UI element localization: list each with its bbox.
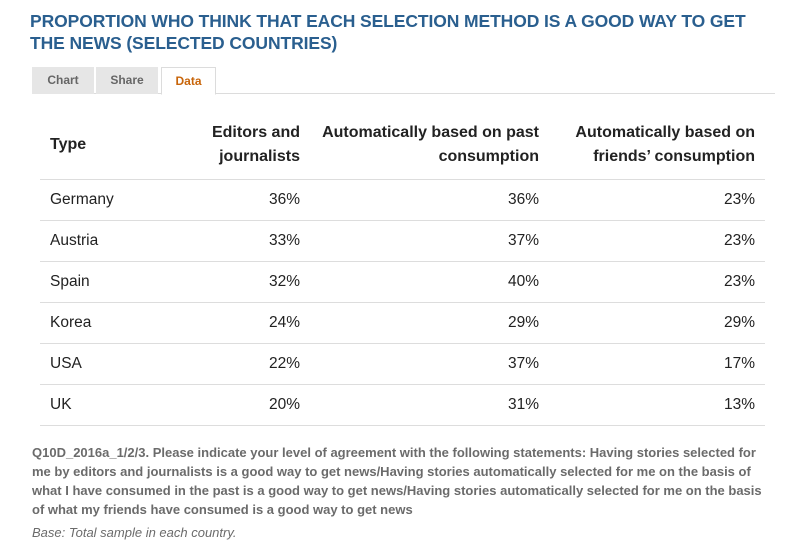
- cell-friends: 29%: [549, 302, 765, 344]
- cell-country: Austria: [40, 220, 150, 262]
- cell-country: Korea: [40, 302, 150, 344]
- table-row: UK 20% 31% 13%: [40, 384, 765, 426]
- table-row: Korea 24% 29% 29%: [40, 302, 765, 344]
- cell-editors: 36%: [150, 179, 310, 221]
- table-header-row: Type Editors and journalists Automatical…: [40, 112, 765, 180]
- column-header-editors: Editors and journalists: [150, 112, 310, 180]
- tab-chart[interactable]: Chart: [32, 67, 94, 94]
- data-table: Type Editors and journalists Automatical…: [40, 112, 765, 426]
- tab-data[interactable]: Data: [161, 67, 216, 95]
- column-header-friends-consumption: Automatically based on friends’ consumpt…: [549, 112, 765, 180]
- cell-past: 29%: [310, 302, 549, 344]
- cell-country: UK: [40, 384, 150, 426]
- cell-past: 37%: [310, 343, 549, 385]
- cell-past: 40%: [310, 261, 549, 303]
- cell-friends: 23%: [549, 261, 765, 303]
- cell-past: 31%: [310, 384, 549, 426]
- table-row: Austria 33% 37% 23%: [40, 220, 765, 262]
- cell-editors: 24%: [150, 302, 310, 344]
- cell-friends: 23%: [549, 220, 765, 262]
- cell-friends: 17%: [549, 343, 765, 385]
- cell-editors: 22%: [150, 343, 310, 385]
- tab-share[interactable]: Share: [96, 67, 158, 94]
- survey-question-note: Q10D_2016a_1/2/3. Please indicate your l…: [32, 445, 762, 517]
- cell-past: 37%: [310, 220, 549, 262]
- column-header-type: Type: [40, 112, 150, 180]
- cell-editors: 20%: [150, 384, 310, 426]
- cell-friends: 23%: [549, 179, 765, 221]
- table-row: Spain 32% 40% 23%: [40, 261, 765, 303]
- page-title: PROPORTION WHO THINK THAT EACH SELECTION…: [30, 11, 746, 53]
- cell-friends: 13%: [549, 384, 765, 426]
- cell-country: Germany: [40, 179, 150, 221]
- cell-editors: 32%: [150, 261, 310, 303]
- cell-country: Spain: [40, 261, 150, 303]
- cell-past: 36%: [310, 179, 549, 221]
- tab-bar: Chart Share Data: [32, 67, 775, 95]
- column-header-past-consumption: Automatically based on past consumption: [310, 112, 549, 180]
- cell-editors: 33%: [150, 220, 310, 262]
- cell-country: USA: [40, 343, 150, 385]
- table-row: Germany 36% 36% 23%: [40, 179, 765, 221]
- base-note: Base: Total sample in each country.: [32, 525, 237, 540]
- table-row: USA 22% 37% 17%: [40, 343, 765, 385]
